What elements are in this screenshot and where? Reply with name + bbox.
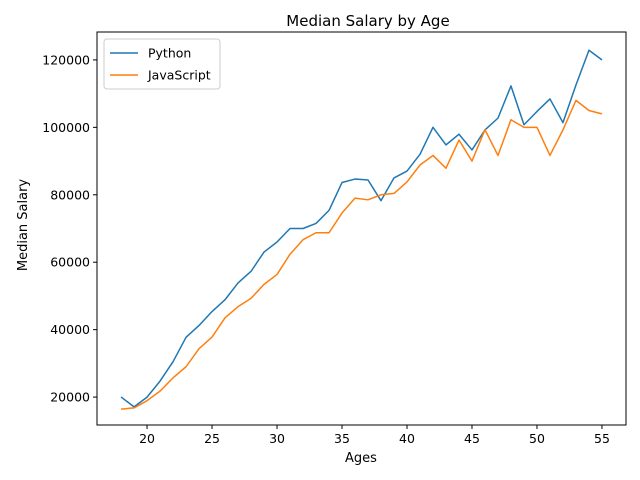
x-tick-label: 35 <box>334 431 350 446</box>
y-tick-label: 100000 <box>42 120 90 135</box>
x-tick-label: 25 <box>204 431 220 446</box>
x-tick-label: 55 <box>594 431 610 446</box>
y-tick-label: 120000 <box>42 52 90 67</box>
series-layer <box>120 49 603 410</box>
y-tick-label: 80000 <box>50 187 90 202</box>
y-tick-label: 60000 <box>50 255 90 270</box>
y-axis: 20000 40000 60000 80000 100000 120000 <box>42 52 97 405</box>
series-line-python <box>120 49 603 408</box>
y-axis-label: Median Salary <box>16 179 31 272</box>
legend-box <box>103 38 221 90</box>
x-axis: 20 25 30 35 40 45 50 55 <box>139 425 610 446</box>
y-tick-label: 40000 <box>50 322 90 337</box>
x-axis-label: Ages <box>345 451 377 466</box>
axes-frame <box>96 31 627 426</box>
legend-label-python: Python <box>148 46 191 61</box>
x-tick-label: 20 <box>139 431 155 446</box>
series-line-javascript <box>120 99 603 410</box>
y-tick-label: 20000 <box>50 390 90 405</box>
x-tick-label: 30 <box>269 431 285 446</box>
legend-label-javascript: JavaScript <box>147 68 211 83</box>
plot-area <box>96 31 627 426</box>
legend: Python JavaScript <box>103 38 221 90</box>
x-tick-label: 50 <box>529 431 545 446</box>
x-tick-label: 40 <box>399 431 415 446</box>
chart-title: Median Salary by Age <box>286 12 449 30</box>
x-tick-label: 45 <box>464 431 480 446</box>
